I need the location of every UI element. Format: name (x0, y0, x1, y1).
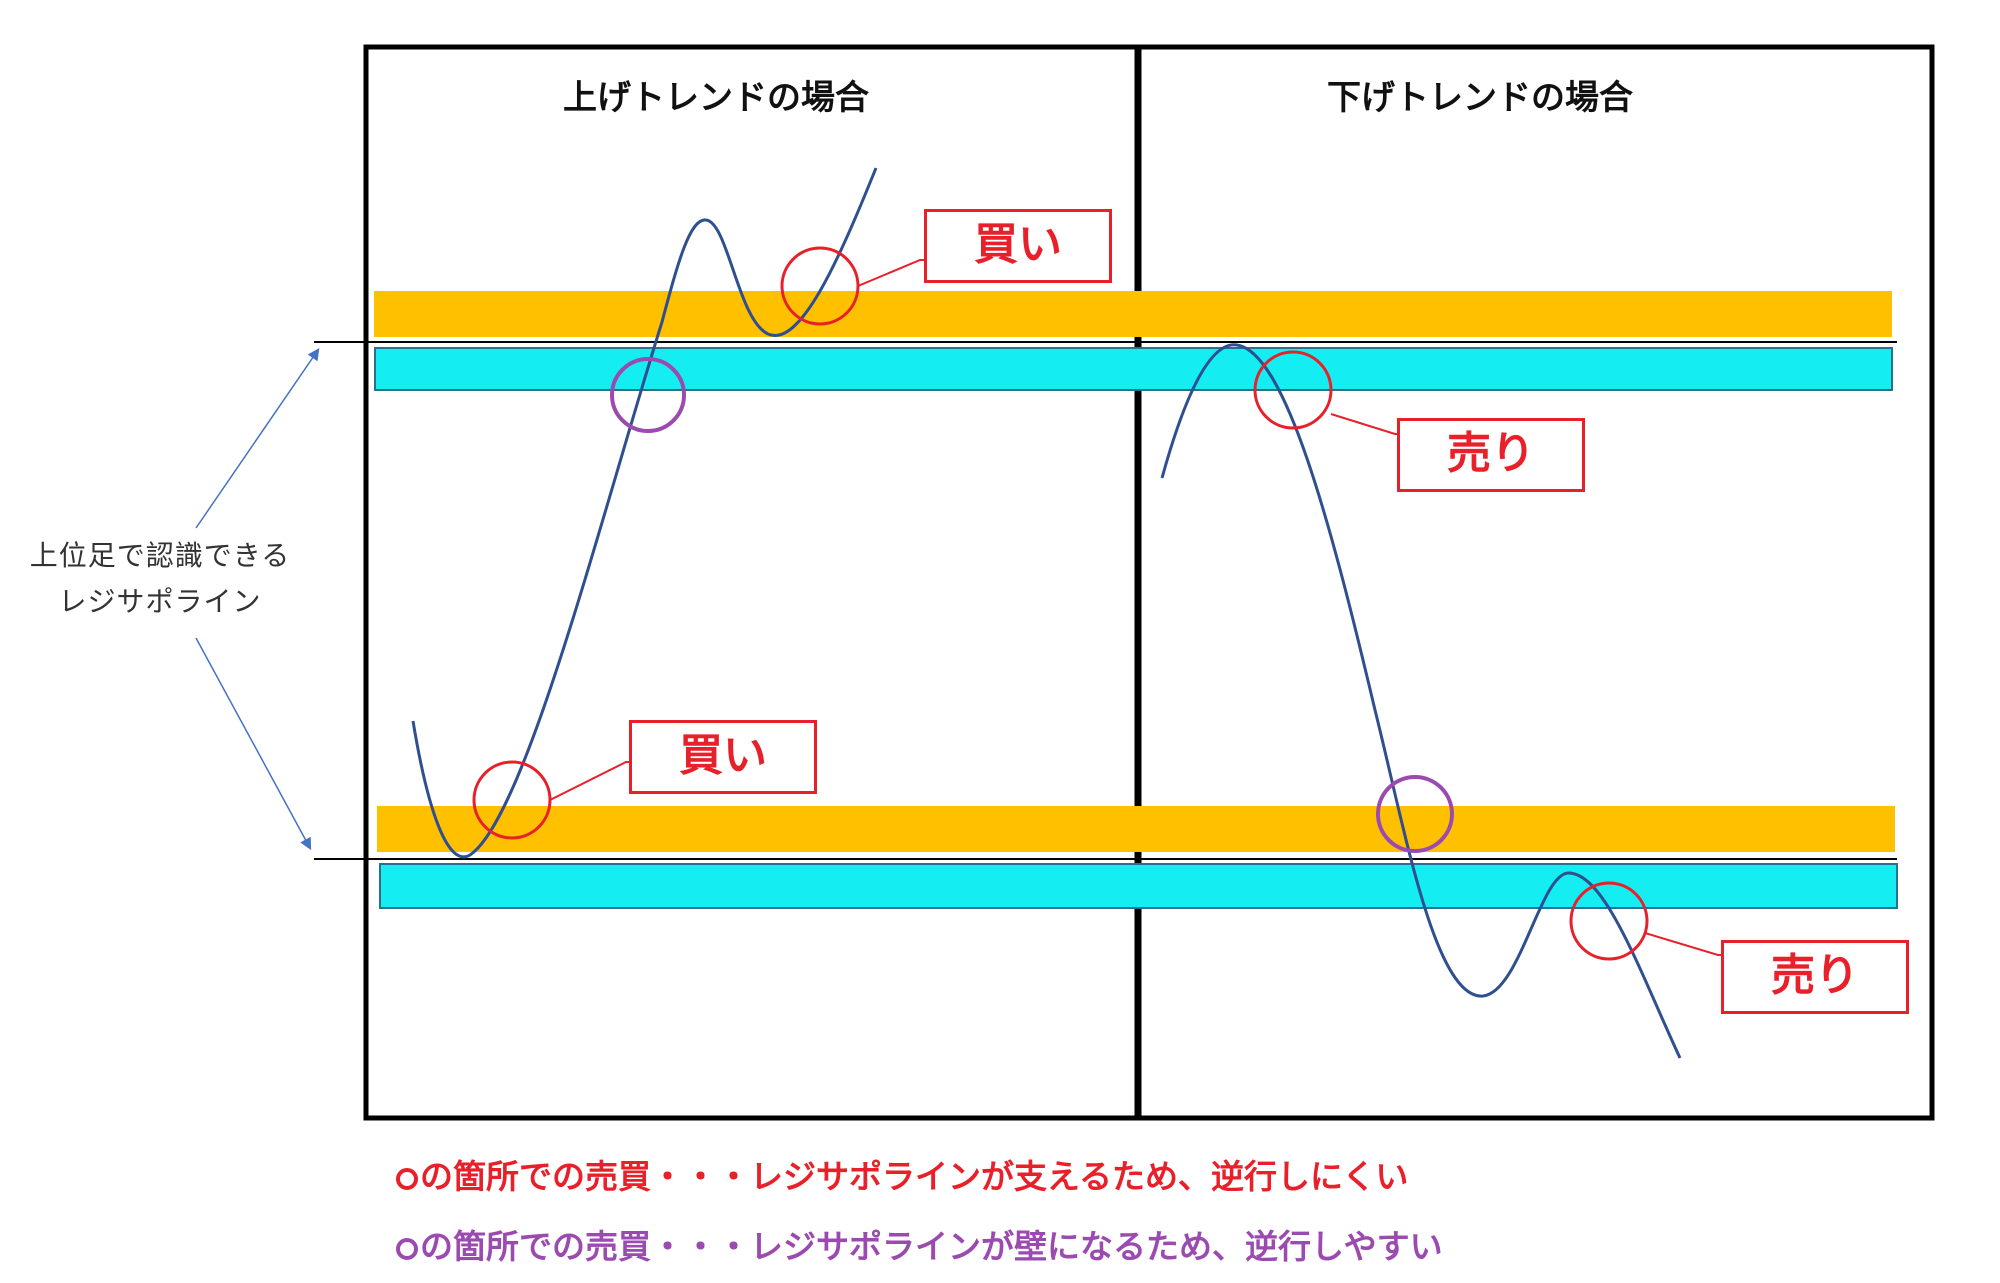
side-annotation-line2: レジサポライン (58, 585, 262, 618)
buy-upper-connector (857, 259, 925, 287)
legend-red-text: の箇所での売買・・・レジサポラインが支えるため、逆行しにくい (420, 1157, 1409, 1196)
arrow-to-lower-line (195, 637, 312, 851)
purple-lower-circle (1376, 775, 1454, 853)
sell-lower-callout: 売り (1721, 940, 1909, 1014)
legend-red: の箇所での売買・・・レジサポラインが支えるため、逆行しにくい (396, 1150, 1408, 1198)
sell-lower-circle (1569, 881, 1649, 961)
legend-purple-text: の箇所での売買・・・レジサポラインが壁になるため、逆行しやすい (420, 1227, 1443, 1266)
uptrend-price-curve (411, 167, 878, 859)
buy-lower-callout: 買い (629, 720, 817, 794)
downtrend-panel-title: 下げトレンドの場合 (1327, 78, 1633, 118)
sell-upper-circle (1253, 350, 1333, 430)
uptrend-panel-title: 上げトレンドの場合 (563, 78, 869, 118)
lower-cyan-band (379, 863, 1898, 909)
sell-upper-callout: 売り (1397, 418, 1585, 492)
buy-upper-callout: 買い (924, 209, 1112, 283)
lower-orange-band (377, 806, 1895, 852)
legend-purple: の箇所での売買・・・レジサポラインが壁になるため、逆行しやすい (396, 1220, 1443, 1268)
outer-frame (363, 44, 1935, 1121)
buy-lower-connector (549, 761, 630, 801)
sell-lower-connector (1644, 932, 1722, 956)
purple-upper-circle (610, 357, 686, 433)
upper-cyan-band (374, 347, 1893, 391)
upper-orange-band (374, 291, 1892, 337)
red-circle-icon (396, 1168, 418, 1190)
side-annotation-line1: 上位足で認識できる (29, 539, 291, 572)
purple-circle-icon (396, 1238, 418, 1260)
sell-upper-connector (1330, 413, 1398, 435)
arrow-to-upper-line (195, 348, 320, 529)
